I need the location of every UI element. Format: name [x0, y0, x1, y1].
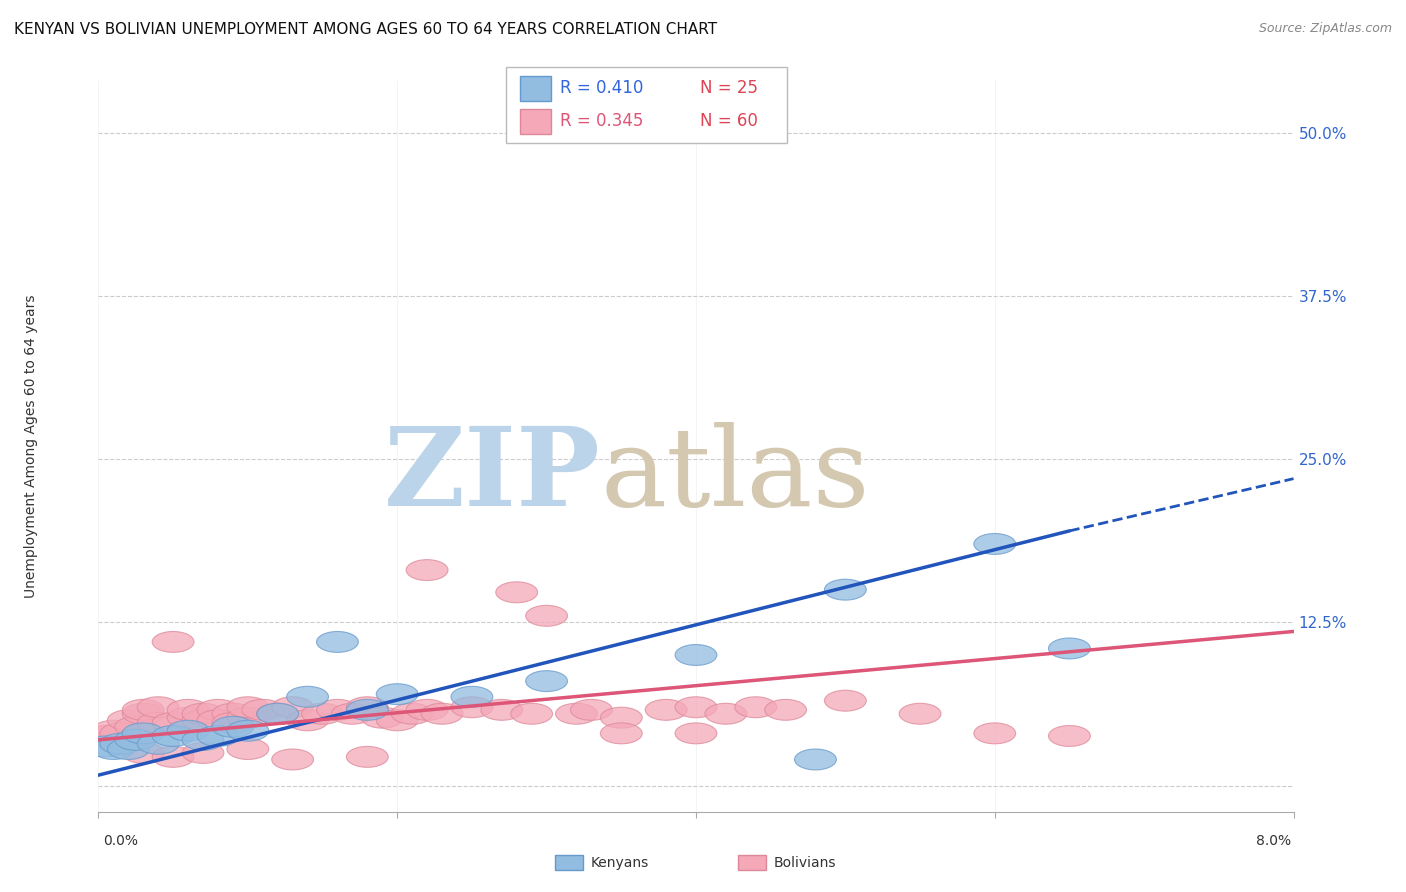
Ellipse shape [451, 686, 494, 707]
Text: 8.0%: 8.0% [1256, 834, 1291, 848]
Ellipse shape [115, 730, 156, 750]
Ellipse shape [316, 632, 359, 652]
Ellipse shape [271, 749, 314, 770]
Ellipse shape [600, 723, 643, 744]
Ellipse shape [765, 699, 807, 721]
Text: KENYAN VS BOLIVIAN UNEMPLOYMENT AMONG AGES 60 TO 64 YEARS CORRELATION CHART: KENYAN VS BOLIVIAN UNEMPLOYMENT AMONG AG… [14, 22, 717, 37]
Ellipse shape [152, 725, 194, 747]
Ellipse shape [794, 749, 837, 770]
Ellipse shape [824, 579, 866, 600]
Ellipse shape [212, 703, 253, 724]
Ellipse shape [406, 699, 449, 721]
Text: R = 0.345: R = 0.345 [560, 112, 643, 130]
Ellipse shape [974, 533, 1015, 555]
Ellipse shape [316, 699, 359, 721]
Ellipse shape [496, 582, 537, 603]
Ellipse shape [122, 723, 165, 744]
Ellipse shape [287, 686, 329, 707]
Text: Bolivians: Bolivians [773, 855, 835, 870]
Ellipse shape [377, 683, 418, 705]
Ellipse shape [197, 710, 239, 731]
Ellipse shape [704, 703, 747, 724]
Ellipse shape [510, 703, 553, 724]
Ellipse shape [167, 699, 209, 721]
Ellipse shape [212, 716, 253, 738]
Ellipse shape [645, 699, 688, 721]
Text: 0.0%: 0.0% [103, 834, 138, 848]
Ellipse shape [571, 699, 613, 721]
Text: N = 25: N = 25 [700, 79, 758, 97]
Ellipse shape [122, 703, 165, 724]
Ellipse shape [138, 713, 179, 733]
Ellipse shape [346, 697, 388, 718]
Ellipse shape [212, 713, 253, 733]
Ellipse shape [167, 707, 209, 728]
Ellipse shape [675, 645, 717, 665]
Ellipse shape [226, 707, 269, 728]
Ellipse shape [183, 710, 224, 731]
Ellipse shape [115, 716, 156, 738]
Ellipse shape [675, 723, 717, 744]
Text: Kenyans: Kenyans [591, 855, 648, 870]
Ellipse shape [138, 697, 179, 718]
Ellipse shape [271, 697, 314, 718]
Ellipse shape [100, 723, 142, 744]
Ellipse shape [377, 710, 418, 731]
Ellipse shape [422, 703, 463, 724]
Ellipse shape [735, 697, 776, 718]
Ellipse shape [167, 721, 209, 741]
Ellipse shape [152, 632, 194, 652]
Text: R = 0.410: R = 0.410 [560, 79, 643, 97]
Ellipse shape [451, 697, 494, 718]
Ellipse shape [824, 690, 866, 711]
Ellipse shape [287, 710, 329, 731]
Ellipse shape [93, 721, 135, 741]
Ellipse shape [1049, 725, 1091, 747]
Ellipse shape [226, 721, 269, 741]
Ellipse shape [197, 699, 239, 721]
Text: N = 60: N = 60 [700, 112, 758, 130]
Ellipse shape [152, 713, 194, 733]
Ellipse shape [107, 739, 149, 759]
Ellipse shape [406, 559, 449, 581]
Ellipse shape [257, 703, 298, 724]
Ellipse shape [301, 703, 343, 724]
Ellipse shape [361, 707, 404, 728]
Ellipse shape [526, 606, 568, 626]
Ellipse shape [183, 730, 224, 750]
Ellipse shape [183, 742, 224, 764]
Ellipse shape [152, 747, 194, 767]
Ellipse shape [93, 739, 135, 759]
Ellipse shape [974, 723, 1015, 744]
Ellipse shape [242, 699, 284, 721]
Ellipse shape [1049, 638, 1091, 659]
Ellipse shape [257, 703, 298, 724]
Ellipse shape [391, 703, 433, 724]
Ellipse shape [900, 703, 941, 724]
Ellipse shape [107, 710, 149, 731]
Ellipse shape [675, 697, 717, 718]
Ellipse shape [526, 671, 568, 691]
Ellipse shape [346, 747, 388, 767]
Text: atlas: atlas [600, 422, 870, 529]
Text: Source: ZipAtlas.com: Source: ZipAtlas.com [1258, 22, 1392, 36]
Ellipse shape [197, 725, 239, 747]
Ellipse shape [226, 739, 269, 759]
Ellipse shape [481, 699, 523, 721]
Text: Unemployment Among Ages 60 to 64 years: Unemployment Among Ages 60 to 64 years [24, 294, 38, 598]
Ellipse shape [555, 703, 598, 724]
Ellipse shape [100, 733, 142, 755]
Ellipse shape [332, 703, 373, 724]
Ellipse shape [346, 699, 388, 721]
Ellipse shape [600, 707, 643, 728]
Ellipse shape [226, 697, 269, 718]
Ellipse shape [138, 733, 179, 755]
Ellipse shape [183, 703, 224, 724]
Ellipse shape [122, 699, 165, 721]
Ellipse shape [122, 742, 165, 764]
Text: ZIP: ZIP [384, 422, 600, 529]
Ellipse shape [84, 725, 127, 747]
Ellipse shape [84, 736, 127, 756]
